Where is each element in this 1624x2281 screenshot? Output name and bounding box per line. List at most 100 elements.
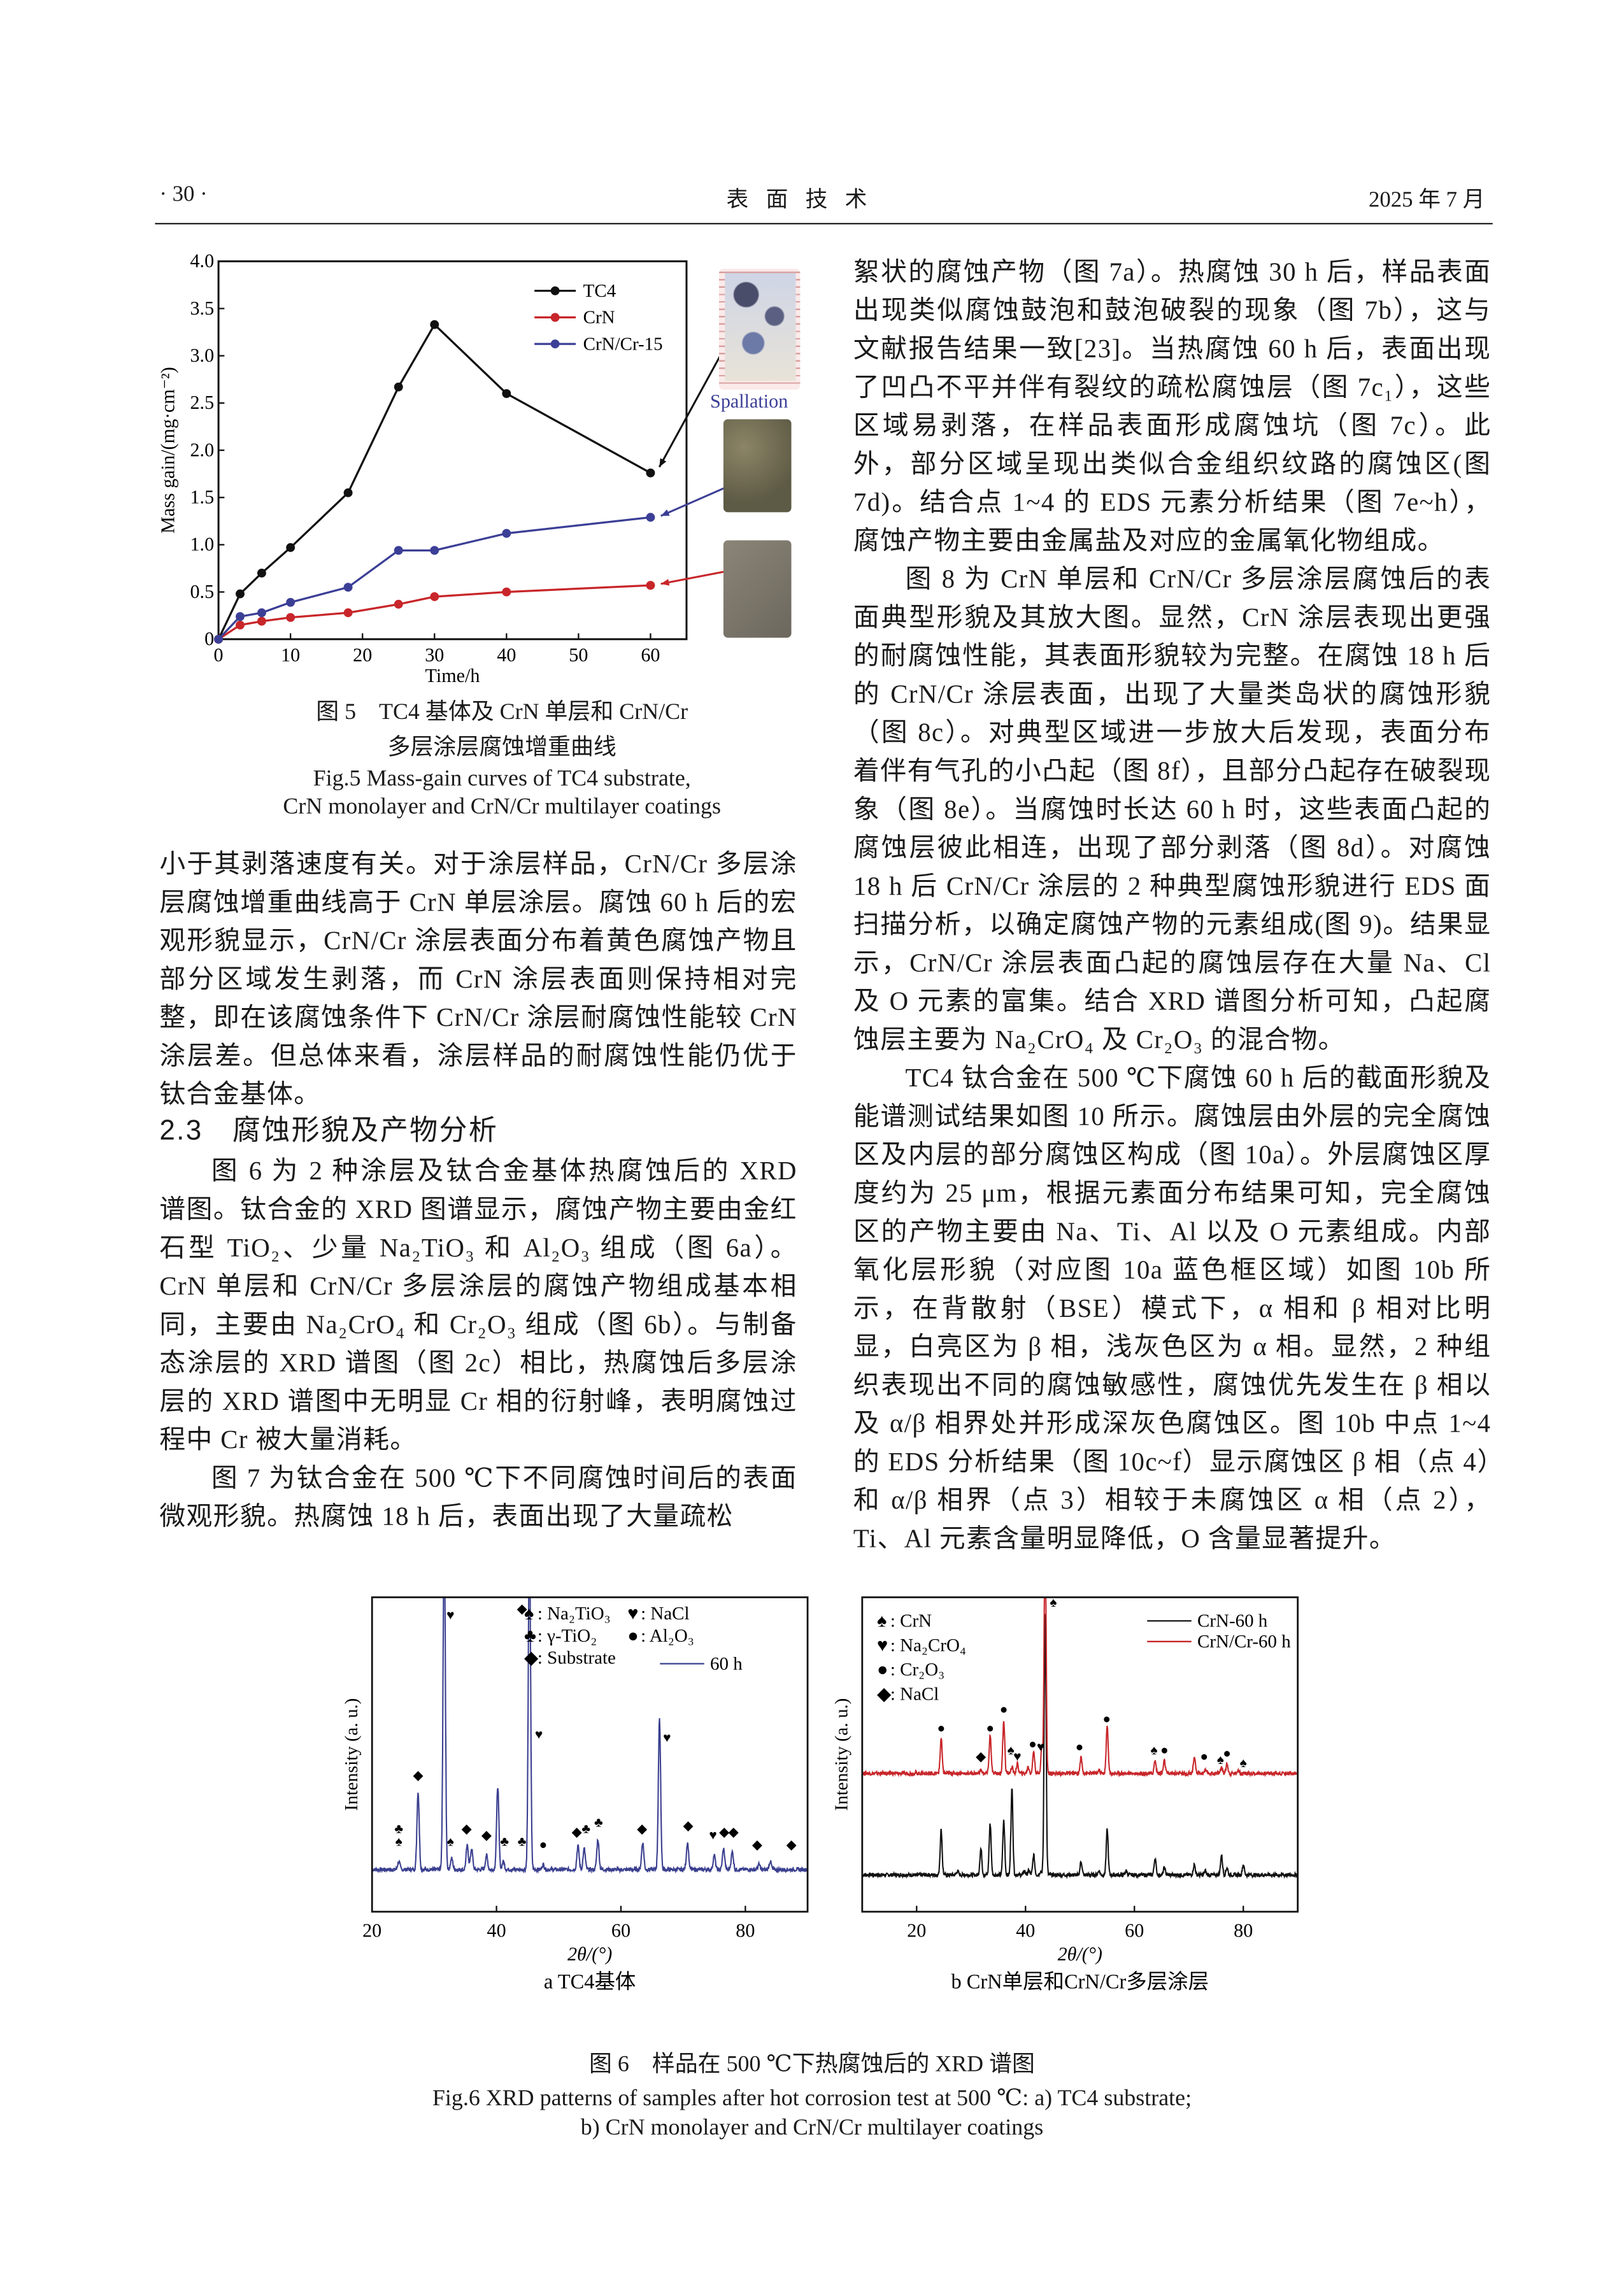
peak-marker: ● <box>1076 1739 1084 1754</box>
paragraph: 小于其剥落速度有关。对于涂层样品，CrN/Cr 多层涂层腐蚀增重曲线高于 CrN… <box>159 848 797 1109</box>
x-tick-label: 10 <box>281 644 300 666</box>
x-tick-label: 80 <box>1234 1919 1253 1941</box>
data-point <box>257 608 266 618</box>
peak-marker: ◆ <box>481 1828 492 1843</box>
figure-6-caption-en-1: Fig.6 XRD patterns of samples after hot … <box>432 2086 1192 2112</box>
legend-label: : NaCl <box>890 1684 939 1704</box>
peak-marker: ♣ <box>518 1833 527 1849</box>
data-point <box>286 597 296 607</box>
peak-marker: ◆ <box>787 1837 797 1852</box>
y-axis-label: Mass gain/(mg·cm⁻²) <box>157 367 179 534</box>
peak-marker: ♥ <box>709 1828 716 1843</box>
header-rule <box>155 223 1493 225</box>
peak-marker: ● <box>1000 1702 1008 1717</box>
arrow-line <box>660 570 727 585</box>
x-tick-label: 50 <box>569 644 588 666</box>
y-tick-label: 1.5 <box>190 487 214 508</box>
peak-marker: ◆ <box>729 1824 739 1840</box>
legend-label: : Al₂O₃ <box>641 1626 694 1646</box>
y-tick-label: 0 <box>204 628 214 650</box>
data-point <box>394 546 403 555</box>
y-tick-label: 0.5 <box>190 581 214 602</box>
peak-marker: ◆ <box>517 1601 527 1616</box>
legend-symbol: ♥ <box>627 1603 638 1624</box>
legend-label: CrN/Cr-15 <box>583 334 663 354</box>
sample-photo-crn <box>723 540 792 638</box>
peak-marker: ♠ <box>1150 1742 1157 1758</box>
figure-5-caption-cn-2: 多层涂层腐蚀增重曲线 <box>387 735 616 760</box>
y-axis-label: Intensity (a. u.) <box>832 1698 852 1811</box>
xrd-pattern-crn-cr-60-h <box>862 1597 1298 1778</box>
section-heading: 2.3 腐蚀形貌及产物分析 <box>159 1116 499 1148</box>
peak-marker: ♣ <box>581 1821 590 1837</box>
data-point <box>214 634 224 644</box>
data-point <box>343 583 353 592</box>
peak-marker: ♣ <box>394 1821 403 1837</box>
figure-5-caption-en-1: Fig.5 Mass-gain curves of TC4 substrate, <box>313 766 691 792</box>
data-point <box>257 616 266 626</box>
legend-symbol: ● <box>877 1659 888 1680</box>
arrow-head <box>659 458 667 467</box>
y-axis-label: Intensity (a. u.) <box>341 1698 362 1811</box>
legend-label: : Cr₂O₃ <box>890 1659 944 1680</box>
arrow-line <box>660 486 727 517</box>
data-point <box>343 608 353 618</box>
data-point <box>343 488 353 497</box>
legend-label: : Na₂TiO₃ <box>538 1603 611 1624</box>
peak-marker: ♠ <box>395 1833 402 1849</box>
legend-label: : Na₂CrO₄ <box>890 1635 966 1656</box>
y-tick-label: 1.0 <box>190 534 214 555</box>
sample-photo-crn-cr <box>723 419 792 513</box>
x-tick-label: 0 <box>214 644 224 666</box>
plot-frame <box>861 1596 1299 1913</box>
page-number: · 30 · <box>159 183 208 207</box>
x-tick-label: 20 <box>362 1919 381 1941</box>
peak-marker: ● <box>986 1721 994 1736</box>
y-tick-label: 2.0 <box>190 439 214 460</box>
peak-marker: ♥ <box>1037 1739 1044 1754</box>
legend-symbol: ◆ <box>877 1684 892 1704</box>
peak-marker: ◆ <box>719 1824 729 1840</box>
plot-frame <box>371 1596 809 1913</box>
peak-marker: ♥ <box>1013 1749 1021 1764</box>
x-tick-label: 40 <box>487 1919 506 1941</box>
peak-marker: ♥ <box>535 1726 543 1742</box>
y-tick-label: 3.0 <box>190 345 214 366</box>
data-point <box>430 592 439 601</box>
data-point <box>646 581 655 590</box>
x-axis-label: Time/h <box>425 665 480 686</box>
figure-5-chart: 0 10 20 30 40 50 60 0 0.5 1.0 1.5 2.0 2.5 3.0 3.5 4.0 Ti… <box>157 250 727 686</box>
figure-5-caption-cn-1: 图 5 TC4 基体及 CrN 单层和 CrN/Cr <box>316 699 688 725</box>
peak-marker: ● <box>1102 1711 1111 1726</box>
legend-symbol: ♥ <box>877 1635 888 1656</box>
data-point <box>236 589 245 599</box>
xrd-pattern-60-h <box>372 1597 808 1874</box>
sample-photo-tc4 <box>718 268 801 390</box>
legend-marker <box>550 286 560 295</box>
data-point <box>236 612 245 622</box>
spallation-label: Spallation <box>710 390 788 412</box>
data-point <box>430 546 439 555</box>
peak-marker: ♠ <box>1240 1755 1247 1770</box>
x-tick-label: 40 <box>1016 1919 1035 1941</box>
y-tick-label: 4.0 <box>190 250 214 272</box>
peak-marker: ● <box>937 1721 945 1736</box>
x-tick-label: 60 <box>641 644 660 666</box>
paragraph: 图 8 为 CrN 单层和 CrN/Cr 多层涂层腐蚀后的表面典型形貌及其放大图… <box>853 564 1492 1055</box>
peak-marker: ● <box>1029 1736 1037 1751</box>
figure-6b-chart: 20 40 60 80 2θ/(°) b CrN单层和CrN/Cr多层涂层 Intensit… <box>832 1595 1299 1994</box>
peak-marker: ◆ <box>976 1749 986 1764</box>
peak-marker: ● <box>1200 1749 1208 1764</box>
data-point <box>236 620 245 630</box>
issue-date: 2025 年 7 月 <box>1368 188 1485 213</box>
data-point <box>502 389 511 398</box>
peak-marker: ◆ <box>637 1821 647 1837</box>
x-axis-label: 2θ/(°) <box>567 1943 612 1965</box>
xrd-pattern-crn-60-h <box>862 1614 1298 1880</box>
figure-6-caption-en-2: b) CrN monolayer and CrN/Cr multilayer c… <box>580 2115 1044 2141</box>
peak-marker: ♣ <box>594 1815 603 1830</box>
data-point <box>646 468 655 478</box>
data-point <box>430 320 439 329</box>
